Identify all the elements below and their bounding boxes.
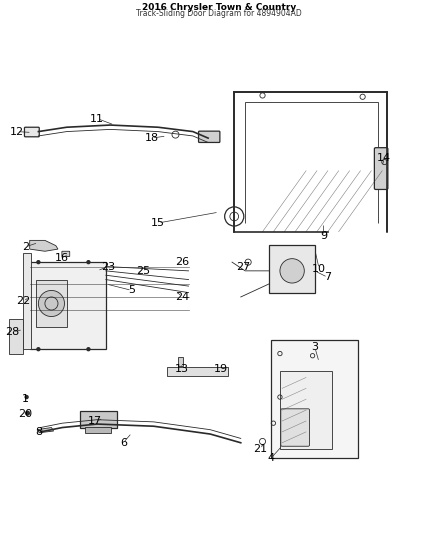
Text: 28: 28: [5, 327, 19, 337]
Circle shape: [36, 260, 41, 264]
FancyBboxPatch shape: [9, 319, 23, 353]
Text: 10: 10: [312, 264, 326, 273]
Text: Track-Sliding Door Diagram for 4894904AD: Track-Sliding Door Diagram for 4894904AD: [136, 9, 302, 18]
FancyBboxPatch shape: [80, 411, 117, 427]
Text: 23: 23: [101, 262, 115, 271]
Text: 4: 4: [268, 453, 275, 463]
Text: 14: 14: [377, 152, 392, 163]
Text: 8: 8: [35, 427, 42, 437]
Circle shape: [25, 410, 30, 416]
Text: 1: 1: [22, 394, 29, 404]
Text: 2016 Chrysler Town & Country: 2016 Chrysler Town & Country: [142, 3, 296, 12]
FancyBboxPatch shape: [30, 262, 106, 349]
FancyBboxPatch shape: [374, 148, 388, 189]
Text: 24: 24: [175, 292, 189, 302]
FancyBboxPatch shape: [167, 367, 228, 376]
Text: 18: 18: [145, 133, 159, 143]
FancyBboxPatch shape: [281, 409, 310, 446]
Text: 19: 19: [214, 364, 228, 374]
FancyBboxPatch shape: [62, 251, 70, 256]
FancyBboxPatch shape: [36, 279, 67, 327]
Text: 13: 13: [175, 364, 189, 374]
Text: 20: 20: [18, 409, 32, 419]
Circle shape: [36, 347, 41, 351]
Text: 27: 27: [236, 262, 250, 271]
Text: 15: 15: [151, 218, 165, 228]
Text: 25: 25: [136, 266, 150, 276]
FancyBboxPatch shape: [85, 426, 111, 433]
Text: 16: 16: [55, 253, 69, 263]
Text: 3: 3: [311, 342, 318, 352]
Circle shape: [25, 395, 29, 399]
Text: 21: 21: [253, 445, 268, 454]
Text: 7: 7: [324, 272, 332, 282]
FancyBboxPatch shape: [280, 371, 332, 449]
Polygon shape: [30, 240, 58, 251]
FancyBboxPatch shape: [23, 254, 31, 349]
Circle shape: [39, 290, 64, 317]
Polygon shape: [37, 427, 53, 433]
Text: 12: 12: [10, 126, 24, 136]
Text: 2: 2: [22, 242, 29, 252]
Text: 6: 6: [120, 438, 127, 448]
Text: 22: 22: [16, 296, 30, 306]
FancyBboxPatch shape: [178, 357, 183, 366]
Text: 5: 5: [128, 286, 135, 295]
Text: 9: 9: [320, 231, 327, 241]
Text: 17: 17: [88, 416, 102, 426]
Circle shape: [86, 260, 91, 264]
FancyBboxPatch shape: [269, 245, 315, 293]
FancyBboxPatch shape: [25, 127, 39, 137]
Circle shape: [86, 347, 91, 351]
Text: 26: 26: [175, 257, 189, 267]
Circle shape: [280, 259, 304, 283]
Text: 11: 11: [90, 114, 104, 124]
FancyBboxPatch shape: [271, 341, 358, 458]
FancyBboxPatch shape: [198, 131, 220, 142]
